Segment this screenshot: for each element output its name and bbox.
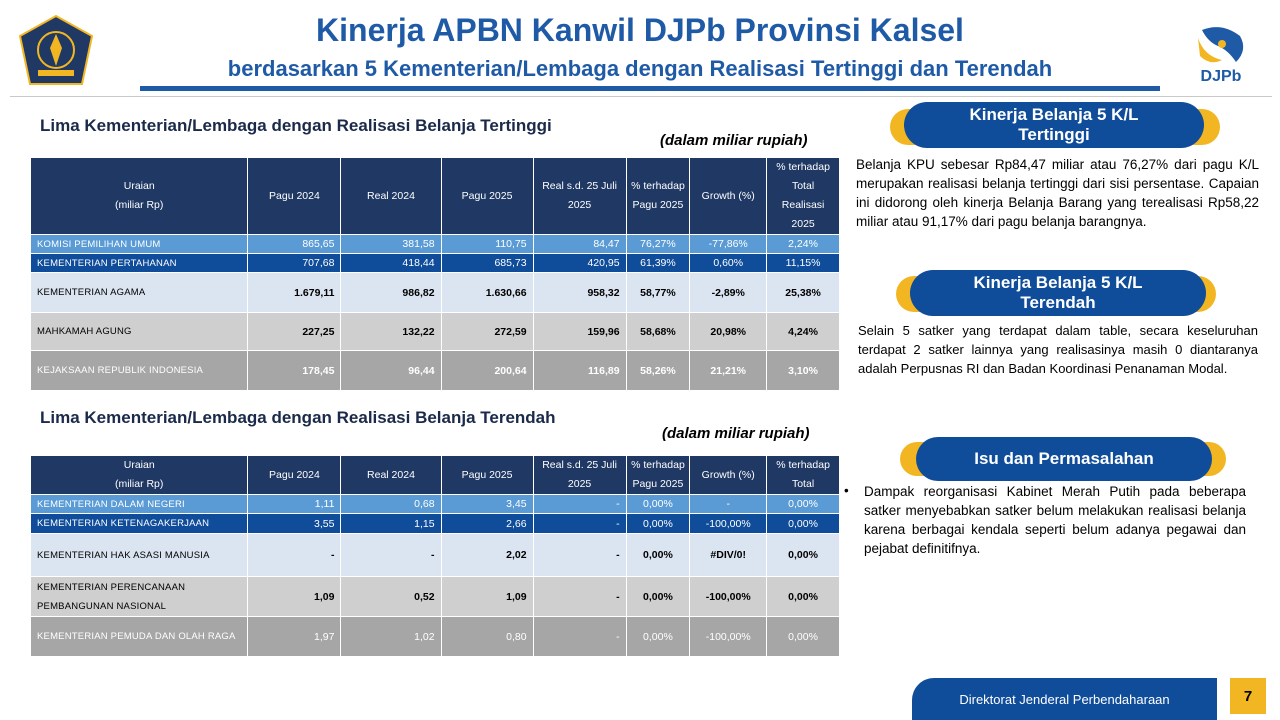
col-pagu-2024: Pagu 2024 bbox=[247, 157, 342, 235]
page-title: Kinerja APBN Kanwil DJPb Provinsi Kalsel bbox=[316, 12, 964, 48]
table-row: KEMENTERIAN PEMUDA DAN OLAH RAGA 1,97 1,… bbox=[29, 616, 840, 657]
col-real-2025: Real s.d. 25 Juli 2025 bbox=[532, 455, 627, 495]
highest-box-title: Kinerja Belanja 5 K/L Tertinggi bbox=[904, 102, 1204, 148]
col-growth: Growth (%) bbox=[689, 157, 768, 235]
col-growth: Growth (%) bbox=[689, 455, 768, 495]
top-section-title: Lima Kementerian/Lembaga dengan Realisas… bbox=[40, 116, 552, 135]
col-pagu-2024: Pagu 2024 bbox=[247, 455, 342, 495]
title-underline bbox=[140, 86, 1160, 91]
table-row: KEMENTERIAN PERENCANAAN PEMBANGUNAN NASIO… bbox=[29, 576, 840, 617]
kemenkeu-logo bbox=[18, 14, 94, 86]
highest-description: Belanja KPU sebesar Rp84,47 miliar atau … bbox=[856, 157, 1259, 229]
table-row: MAHKAMAH AGUNG 227,25 132,22 272,59 159,… bbox=[29, 312, 840, 351]
page-subtitle: berdasarkan 5 Kementerian/Lembaga dengan… bbox=[227, 56, 1053, 81]
table-row: KEMENTERIAN AGAMA 1.679,11 986,82 1.630,… bbox=[29, 272, 840, 313]
col-pagu-2025: Pagu 2025 bbox=[440, 455, 534, 495]
col-pct-pagu: % terhadap Pagu 2025 bbox=[625, 455, 691, 495]
issues-box-title: Isu dan Permasalahan bbox=[916, 437, 1212, 481]
col-pct-total: % terhadap Total Realisasi 2025 bbox=[766, 157, 840, 235]
page-number: 7 bbox=[1230, 678, 1266, 714]
header-divider bbox=[10, 96, 1272, 97]
table-row: KEMENTERIAN HAK ASASI MANUSIA - - 2,02 -… bbox=[29, 533, 840, 577]
col-pct-pagu: % terhadap Pagu 2025 bbox=[625, 157, 691, 235]
col-real-2025: Real s.d. 25 Juli 2025 bbox=[532, 157, 627, 235]
issues-description: Dampak reorganisasi Kabinet Merah Putih … bbox=[864, 484, 1246, 556]
table-header: Uraian (miliar Rp) Pagu 2024 Real 2024 Pa… bbox=[29, 157, 840, 235]
bullet-icon: • bbox=[844, 483, 849, 498]
col-uraian: Uraian (miliar Rp) bbox=[29, 157, 249, 235]
table-row: KOMISI PEMILIHAN UMUM 865,65 381,58 110,… bbox=[29, 234, 840, 254]
bottom-table: Uraian (miliar Rp) Pagu 2024 Real 2024 Pa… bbox=[29, 455, 840, 657]
lowest-description: Selain 5 satker yang terdapat dalam tabl… bbox=[858, 323, 1258, 376]
top-unit-note: (dalam miliar rupiah) bbox=[660, 132, 808, 149]
lowest-box-title: Kinerja Belanja 5 K/L Terendah bbox=[910, 270, 1206, 316]
table-row: KEMENTERIAN KETENAGAKERJAAN 3,55 1,15 2,… bbox=[29, 513, 840, 534]
footer-org: Direktorat Jenderal Perbendaharaan bbox=[912, 678, 1217, 720]
table-header: Uraian (miliar Rp) Pagu 2024 Real 2024 Pa… bbox=[29, 455, 840, 495]
bottom-section-title: Lima Kementerian/Lembaga dengan Realisas… bbox=[40, 408, 556, 427]
djpb-logo: DJPb bbox=[1188, 20, 1254, 88]
col-real-2024: Real 2024 bbox=[340, 455, 442, 495]
table-row: KEMENTERIAN DALAM NEGERI 1,11 0,68 3,45 … bbox=[29, 494, 840, 514]
djpb-logo-text: DJPb bbox=[1200, 68, 1242, 85]
table-row: KEMENTERIAN PERTAHANAN 707,68 418,44 685… bbox=[29, 253, 840, 273]
col-uraian: Uraian (miliar Rp) bbox=[29, 455, 249, 495]
col-pct-total: % terhadap Total bbox=[766, 455, 840, 495]
top-table: Uraian (miliar Rp) Pagu 2024 Real 2024 Pa… bbox=[29, 157, 840, 391]
table-row: KEJAKSAAN REPUBLIK INDONESIA 178,45 96,4… bbox=[29, 350, 840, 391]
col-real-2024: Real 2024 bbox=[340, 157, 442, 235]
bottom-unit-note: (dalam miliar rupiah) bbox=[662, 425, 810, 442]
col-pagu-2025: Pagu 2025 bbox=[440, 157, 534, 235]
